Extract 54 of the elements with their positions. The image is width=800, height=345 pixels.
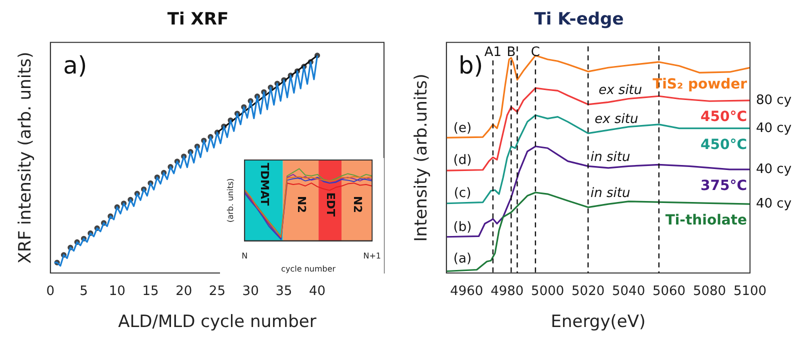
- annotation: in situ: [590, 150, 630, 166]
- x-tick-label: 25: [208, 284, 226, 300]
- x-tick-label: 4980: [490, 284, 524, 300]
- x-tick-label: 5: [80, 284, 88, 300]
- series-label: Ti-thiolate: [665, 212, 747, 229]
- annotation: in situ: [590, 186, 630, 201]
- x-tick-label: 15: [142, 284, 159, 300]
- text: 80 cy: [756, 92, 792, 108]
- annotation: EDT: [324, 192, 338, 218]
- y-axis-title: XRF intensity (arb. units): [16, 52, 36, 264]
- x-tick-label: 5000: [531, 284, 564, 300]
- x-tick-label: 10: [108, 284, 126, 300]
- chart-title: Ti XRF: [167, 10, 229, 30]
- series-label: 450°C: [700, 109, 747, 126]
- annotation: N2: [294, 196, 308, 213]
- ref-line-label: C: [530, 44, 540, 60]
- series-label: TiS₂ powder: [652, 76, 748, 92]
- annotation: (b): [453, 220, 472, 236]
- x-axis-title: cycle number: [281, 264, 336, 274]
- annotation: (a): [453, 252, 472, 267]
- x-tick-label: 40: [309, 284, 326, 300]
- x-tick-label: 5040: [612, 284, 646, 300]
- ref-line-label: B: [506, 44, 516, 60]
- annotation: (e): [453, 120, 472, 136]
- annotation: b): [458, 52, 484, 80]
- x-tick-label: 5100: [733, 284, 767, 300]
- x-tick-label: 35: [276, 284, 292, 300]
- annotation: ex situ: [594, 112, 638, 128]
- text: 40 cy: [756, 162, 792, 177]
- text: 40 cy: [756, 196, 792, 212]
- x-axis-title: Energy(eV): [550, 312, 646, 332]
- x-tick-label: 20: [176, 284, 192, 300]
- annotation: N2: [350, 196, 364, 213]
- x-axis-title: ALD/MLD cycle number: [118, 312, 316, 332]
- ref-line-label: A1: [484, 44, 502, 60]
- annotation: TDMAT: [258, 162, 271, 206]
- annotation: ex situ: [598, 82, 642, 98]
- chart-title: Ti K-edge: [534, 10, 624, 30]
- x-tick-label: 0: [46, 284, 55, 300]
- series-label: 450°C: [700, 136, 747, 153]
- x-tick-label: 5080: [692, 284, 726, 300]
- annotation: (d): [453, 152, 472, 168]
- x-tick-label: N+1: [363, 252, 381, 261]
- text: 40 cy: [756, 120, 792, 136]
- annotation: a): [63, 52, 88, 80]
- x-tick-label: 5060: [652, 284, 686, 300]
- x-tick-label: 30: [242, 284, 259, 300]
- x-tick-label: 4960: [450, 284, 484, 300]
- x-tick-label: N: [242, 252, 248, 261]
- y-axis-title: Intensity (arb.units): [412, 74, 432, 242]
- y-axis-title: (arb. units): [226, 178, 235, 223]
- series-label: 375°C: [700, 178, 747, 194]
- annotation: (c): [454, 186, 472, 201]
- x-tick-label: 5020: [572, 284, 605, 300]
